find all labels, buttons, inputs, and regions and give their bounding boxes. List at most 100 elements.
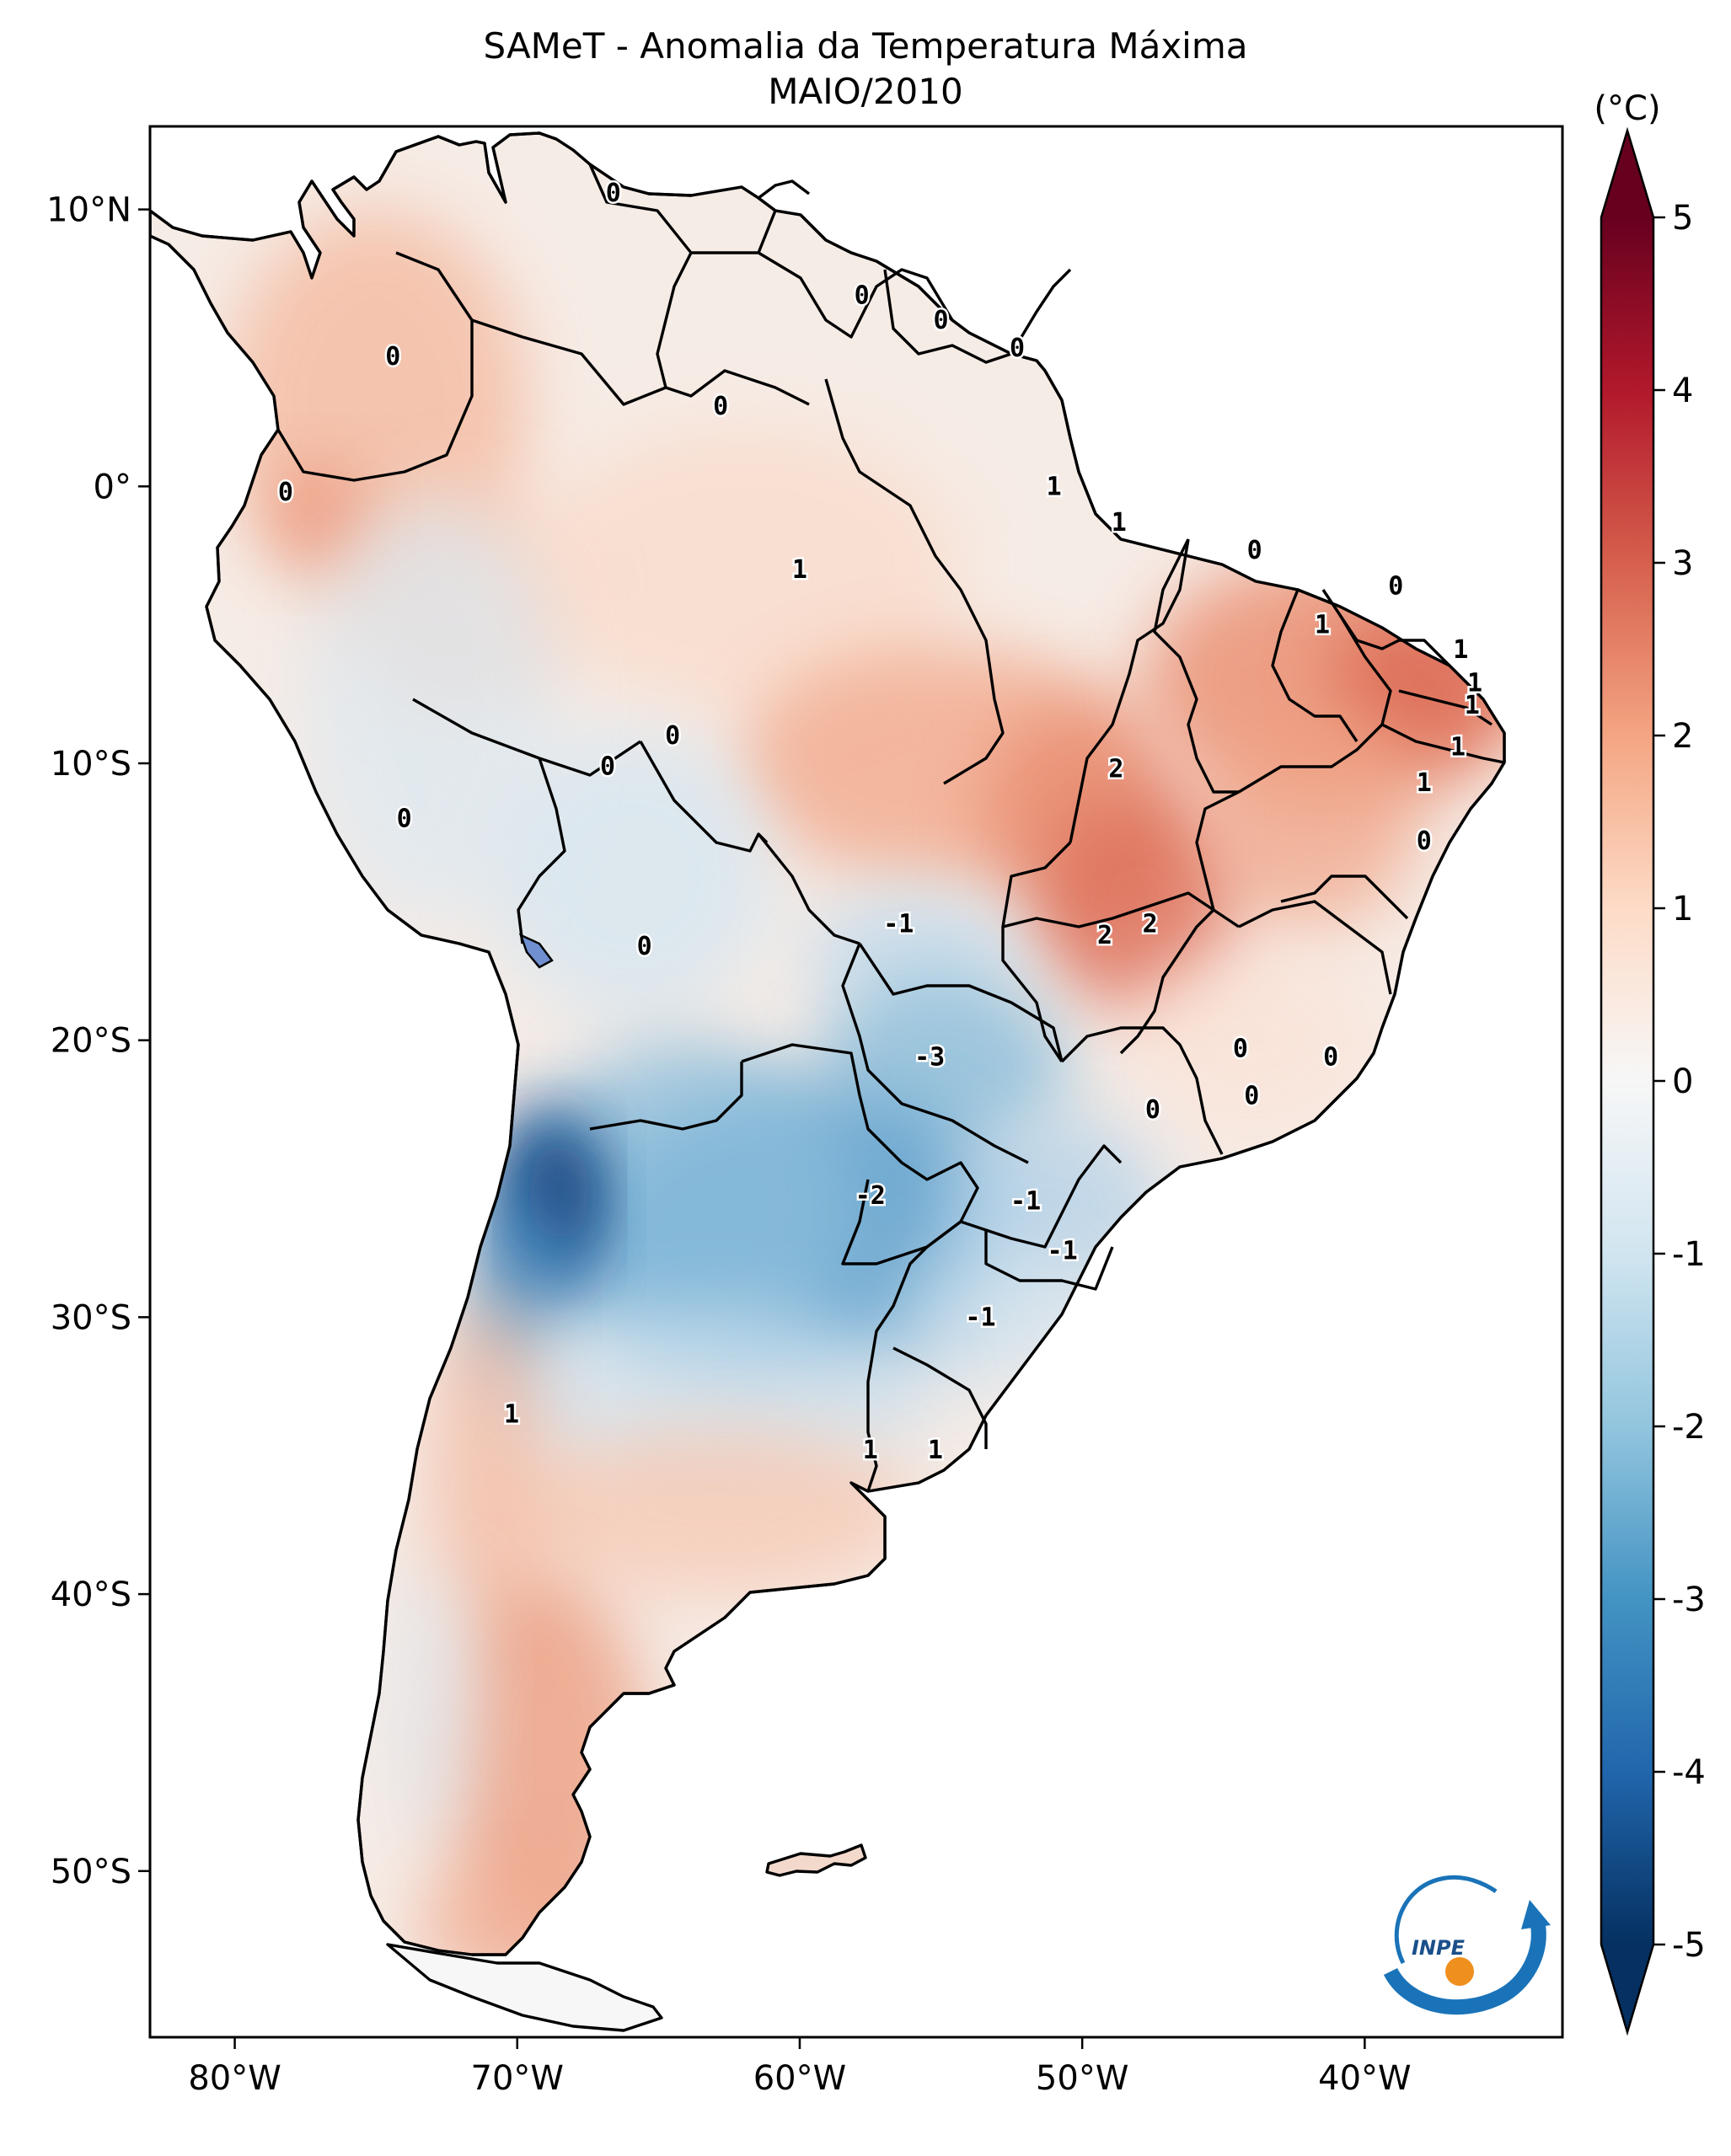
contour-label: 1 [1047,472,1062,501]
country-border [841,1094,979,1265]
contour-label: 0 [1145,1095,1160,1125]
country-border [757,179,811,200]
country-border [588,163,777,254]
country-border [841,943,1029,1164]
contour-label: 1 [1453,635,1468,665]
contour-label: 0 [1010,334,1025,363]
country-border [960,1144,1123,1249]
contour-label: 1 [928,1436,943,1465]
colorbar-tick-label: -2 [1672,1408,1706,1447]
country-border [866,1220,962,1492]
country-border [276,251,474,482]
colorbar-body [1601,217,1653,1945]
country-border [589,1062,743,1131]
colorbar-tick-label: 4 [1672,372,1693,410]
colorbar-tick-label: 3 [1672,544,1693,583]
country-border [656,252,693,388]
y-tick-label: 0° [94,468,131,506]
colorbar-tick-label: -5 [1672,1926,1706,1965]
y-tick-label: 10°N [46,191,131,230]
contour-label: 0 [665,721,680,751]
tierra-del-fuego [386,1943,663,2032]
contour-label: 2 [1143,910,1158,939]
colorbar-tick-label: 2 [1672,717,1693,756]
country-borders [276,163,1505,1492]
y-tick-label: 20°S [51,1022,131,1061]
colorbar-ticks: -5 -4 -3 -2 -1 0 1 2 3 4 5 [1653,199,1706,1965]
colorbar-extend-max [1601,131,1653,217]
country-border [1119,908,1215,1055]
colorbar: -5 -4 -3 -2 -1 0 1 2 3 4 5 (°C) [1594,89,1706,2036]
contour-label: 0 [606,179,621,208]
contour-label: -1 [883,910,914,939]
contour-label: 2 [1097,921,1112,950]
inpe-logo-text: INPE [1412,1936,1466,1960]
lake-titicaca [518,933,554,969]
colorbar-tick-label: 5 [1672,199,1693,238]
inpe-logo: INPE [1383,1875,1551,2015]
y-tick-label: 30°S [51,1298,131,1337]
contour-label: 0 [1247,536,1262,565]
country-border [858,943,1064,1062]
contour-label: -2 [855,1181,886,1211]
contour-label: 0 [397,805,412,834]
x-tick-label: 70°W [471,2059,564,2098]
contour-label: 2 [1108,755,1123,784]
contour-label: 0 [278,478,293,507]
contour-label: -1 [965,1303,995,1332]
x-tick-label: 60°W [753,2059,846,2098]
country-border [517,757,566,944]
x-tick-label: 40°W [1318,2059,1411,2098]
contour-label: 0 [1323,1042,1338,1072]
chart-subtitle: MAIO/2010 [768,71,963,112]
country-border [1060,1026,1224,1155]
contour-label: 0 [600,752,615,781]
contour-label: 1 [1450,732,1466,762]
contour-label: -1 [1010,1186,1041,1216]
contour-label: 1 [504,1399,519,1429]
country-border [1338,614,1451,667]
country-border [1195,790,1240,911]
contour-label: 0 [385,342,400,372]
anomaly-field [224,209,1504,1955]
x-tick-label: 50°W [1036,2059,1128,2098]
colorbar-tick-label: 1 [1672,890,1693,928]
colorbar-tick-label: -3 [1672,1581,1706,1619]
contour-label: 0 [934,306,949,335]
country-border [1069,538,1190,843]
contour-label: 0 [713,392,728,421]
colorbar-tick-label: -1 [1672,1235,1706,1274]
country-border [758,251,954,339]
country-border [1271,589,1359,742]
falkland-islands [765,1843,867,1877]
colorbar-extend-min [1601,1945,1653,2032]
map-frame [148,125,1564,2039]
contour-label: 1 [1417,768,1432,798]
contour-label: 0 [1417,827,1432,856]
coastline [150,131,1506,1956]
contour-label: 0 [637,932,652,961]
country-border [824,378,1005,785]
contour-label: 1 [1112,508,1127,538]
country-border [1398,689,1493,726]
x-axis: 80°W 70°W 60°W 50°W 40°W [188,2037,1412,2098]
country-border [757,832,860,945]
chart-title: SAMeT - Anomalia da Temperatura Máxima [483,25,1248,67]
contour-label: 1 [1465,691,1480,720]
contour-label: 1 [792,555,807,585]
country-border [892,1346,988,1449]
colorbar-tick-label: -4 [1672,1753,1706,1792]
y-tick-label: 50°S [51,1853,131,1891]
country-border [984,1230,1114,1291]
y-axis: 10°N 0° 10°S 20°S 30°S 40°S 50°S [46,191,150,1891]
country-border [1002,891,1240,928]
country-border [741,1043,861,1096]
colorbar-tick-label: 0 [1672,1062,1693,1101]
country-border [1238,900,1392,995]
country-border [1010,268,1072,355]
country-border [1001,841,1072,1062]
contour-label: 1 [863,1436,878,1465]
contour-label: -1 [1048,1237,1078,1266]
colorbar-units: (°C) [1594,89,1660,128]
